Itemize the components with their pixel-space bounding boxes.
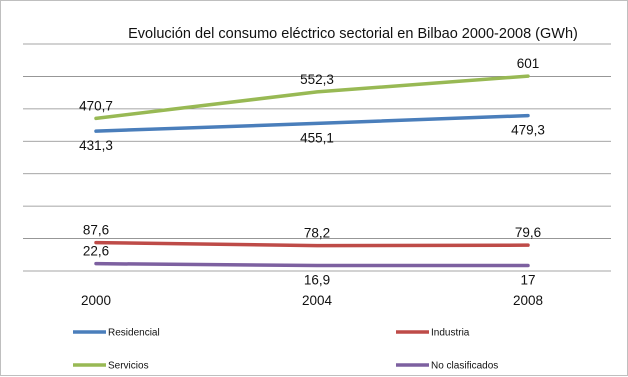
x-tick-label: 2004 (302, 293, 333, 308)
data-label-servicios: 470,7 (79, 98, 113, 113)
series-line-industria (94, 240, 530, 248)
legend-label: No clasificados (431, 361, 498, 372)
x-tick-label: 2000 (81, 293, 111, 308)
legend-label: Residencial (108, 328, 160, 339)
x-tick-label: 2008 (513, 293, 543, 308)
series-line-no-clasificados (94, 261, 530, 268)
data-label-industria: 87,6 (83, 223, 109, 238)
data-label-servicios: 552,3 (300, 72, 334, 87)
series-line-servicios (94, 74, 530, 121)
legend-label: Industria (431, 328, 470, 339)
series-lines (94, 74, 530, 268)
gridlines (23, 43, 611, 272)
x-axis-ticks: 2000 2004 2008 (81, 293, 543, 308)
legend: Residencial Industria Servicios No clasific… (73, 328, 498, 372)
chart-title: Evolución del consumo eléctrico sectoria… (128, 26, 578, 42)
data-label-no-clasificados: 17 (520, 272, 535, 287)
data-label-industria: 79,6 (515, 225, 541, 240)
legend-label: Servicios (108, 361, 149, 372)
data-label-residencial: 455,1 (300, 130, 334, 145)
data-label-residencial: 479,3 (511, 123, 545, 138)
data-label-no-clasificados: 22,6 (83, 244, 109, 259)
data-label-industria: 78,2 (304, 226, 330, 241)
data-label-servicios: 601 (517, 56, 540, 71)
series-line-residencial (94, 113, 530, 133)
data-label-residencial: 431,3 (79, 138, 113, 153)
data-labels: 431,3 455,1 479,3 87,6 78,2 79,6 470,7 552,3 601… (79, 56, 545, 287)
data-label-no-clasificados: 16,9 (304, 273, 330, 288)
